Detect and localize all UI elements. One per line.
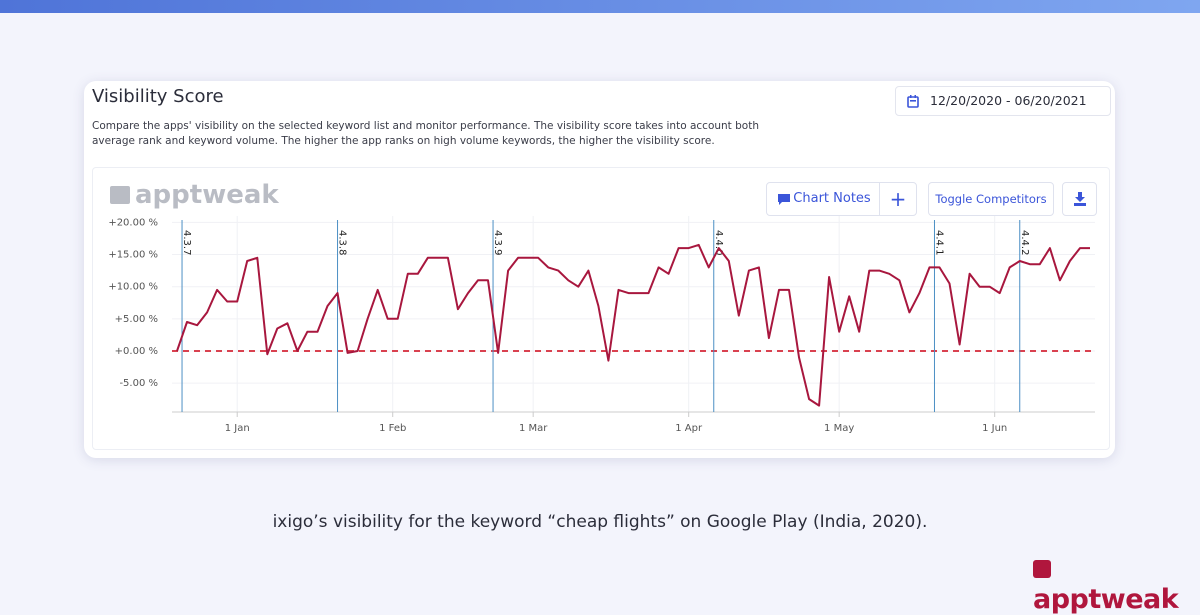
logo-text: apptweak (1033, 584, 1179, 615)
chart-frame (92, 167, 1110, 450)
top-bar (0, 0, 1200, 13)
watermark: apptweak (110, 180, 279, 210)
button-label: + (889, 187, 907, 211)
date-picker[interactable]: 12/20/2020 - 06/20/2021 (895, 86, 1111, 116)
chart-notes-button[interactable]: Chart Notes (766, 182, 880, 216)
date-range: 12/20/2020 - 06/20/2021 (930, 93, 1087, 108)
download-button[interactable] (1062, 182, 1097, 216)
toggle-competitors-button[interactable]: Toggle Competitors (928, 182, 1054, 216)
notes-icon (778, 194, 790, 205)
logo: apptweak (1033, 553, 1200, 615)
card-description: Compare the apps' visibility on the sele… (92, 120, 759, 147)
add-note-button[interactable]: + (879, 182, 917, 216)
caption: ixigo’s visibility for the keyword “chea… (272, 512, 928, 532)
watermark-text: apptweak (135, 180, 279, 210)
button-label: Chart Notes (793, 191, 871, 206)
calendar-icon (907, 95, 919, 108)
download-icon (1074, 192, 1086, 206)
card-title: Visibility Score (92, 86, 224, 107)
button-label: Toggle Competitors (935, 192, 1047, 206)
